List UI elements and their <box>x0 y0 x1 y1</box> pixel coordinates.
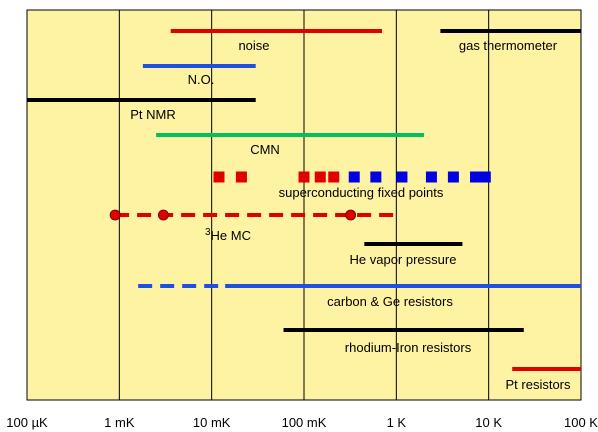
fixed-point-marker <box>469 171 481 183</box>
fixed-point-marker <box>298 171 310 183</box>
fixed-point-marker <box>396 171 408 183</box>
pt-nmr-label: Pt NMR <box>130 107 176 122</box>
fixed-point-marker <box>314 171 326 183</box>
gas-thermometer-label: gas thermometer <box>459 38 558 53</box>
superconducting-fixed-points-label: superconducting fixed points <box>279 185 444 200</box>
3he-mc-point <box>109 209 121 221</box>
fixed-point-marker <box>479 171 491 183</box>
x-axis-tick-labels: 100 µK 1 mK 10 mK 100 mK 1 K 10 K 100 K <box>6 415 598 430</box>
n-o-label: N.O. <box>188 72 215 87</box>
x-tick-label: 100 K <box>564 415 598 430</box>
pt-resistors-label: Pt resistors <box>505 377 571 392</box>
fixed-point-marker <box>235 171 247 183</box>
3he-mc-label: 3He MC <box>205 227 251 244</box>
grid-lines <box>118 10 490 400</box>
rhodium-iron-resistors-label: rhodium-Iron resistors <box>345 340 472 355</box>
range-labels: noise gas thermometer N.O. Pt NMR CMN superco… <box>130 38 571 392</box>
range-bars <box>27 29 581 371</box>
carbon-ge-resistors-label: carbon & Ge resistors <box>327 294 453 309</box>
noise-label: noise <box>238 38 269 53</box>
x-tick-label: 10 mK <box>193 415 231 430</box>
x-tick-label: 10 K <box>475 415 502 430</box>
fixed-point-marker <box>213 171 225 183</box>
fixed-point-marker <box>348 171 360 183</box>
x-tick-label: 100 µK <box>6 415 48 430</box>
3he-mc-point <box>345 209 357 221</box>
fixed-point-markers <box>109 171 491 221</box>
x-tick-label: 100 mK <box>282 415 327 430</box>
fixed-point-marker <box>328 171 340 183</box>
x-tick-label: 1 mK <box>104 415 135 430</box>
he-vapor-pressure-label: He vapor pressure <box>350 252 457 267</box>
fixed-point-marker <box>447 171 459 183</box>
fixed-point-marker <box>370 171 382 183</box>
x-tick-label: 1 K <box>387 415 407 430</box>
cmn-label: CMN <box>250 142 280 157</box>
3he-mc-point <box>157 209 169 221</box>
fixed-point-marker <box>425 171 437 183</box>
